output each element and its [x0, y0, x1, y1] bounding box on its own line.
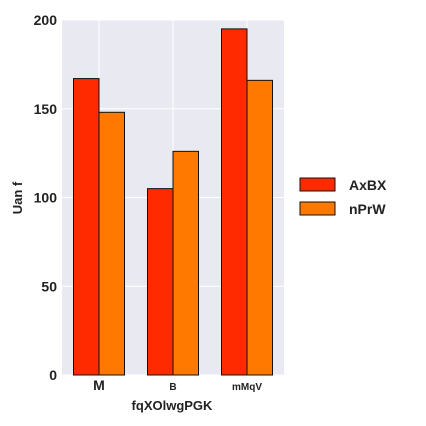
x-tick-label: B	[169, 382, 176, 393]
legend-swatch-nPrW	[299, 201, 336, 216]
y-tick-labels: 0 50 100 150 200	[34, 12, 58, 383]
bar-nPrW-M	[98, 111, 125, 376]
y-axis-label: Uan f	[10, 181, 25, 214]
y-tick-label: 50	[41, 278, 57, 294]
x-tick-label: M	[93, 377, 105, 393]
bars	[73, 28, 273, 376]
bar-AxBX-mMqV	[221, 28, 248, 376]
legend-label-nPrW: nPrW	[349, 201, 386, 217]
y-tick-label: 150	[34, 101, 58, 117]
bar-AxBX-M	[73, 78, 100, 376]
x-tick-label: mMqV	[232, 382, 262, 393]
y-tick-label: 0	[49, 367, 57, 383]
y-tick-label: 200	[34, 12, 58, 28]
bar-AxBX-B	[147, 188, 174, 376]
y-tick-label: 100	[34, 190, 58, 206]
x-axis-label: fqXOlwgPGK	[132, 398, 214, 413]
bar-nPrW-B	[172, 150, 199, 376]
legend-swatch-AxBX	[299, 177, 336, 192]
bar-nPrW-mMqV	[246, 79, 273, 376]
legend-label-AxBX: AxBX	[349, 177, 387, 193]
legend: AxBX nPrW	[299, 177, 387, 217]
